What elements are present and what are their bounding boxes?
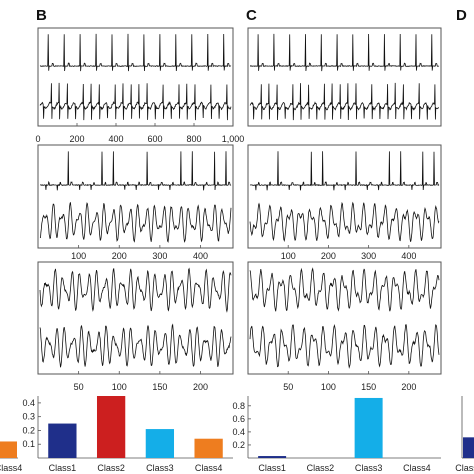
panel-letter-d: D: [456, 7, 467, 24]
bar-class1: [258, 456, 287, 458]
x-tick-label: 100: [112, 382, 127, 392]
panel-a-bars: Class4: [0, 441, 22, 473]
y-tick-label: 0.4: [232, 427, 245, 437]
x-tick-label: 200: [401, 382, 416, 392]
signal-trace-1: [39, 33, 232, 72]
x-tick-label: 800: [186, 134, 201, 144]
x-tick-label: 300: [152, 251, 167, 261]
bar-class4: [0, 441, 17, 458]
bar-class1: [463, 437, 474, 458]
x-tick-label: 0: [35, 134, 40, 144]
plot-frame: [247, 261, 442, 375]
panel-c-row-1: [247, 27, 442, 127]
category-label: Class4: [403, 463, 431, 473]
x-tick-label: 400: [401, 251, 416, 261]
x-tick-label: 150: [361, 382, 376, 392]
bar-class2: [96, 396, 126, 458]
category-label: Class3: [355, 463, 383, 473]
y-tick-label: 0.2: [22, 425, 35, 435]
signal-trace-1: [39, 151, 232, 191]
x-tick-label: 100: [321, 382, 336, 392]
x-tick-label: 150: [152, 382, 167, 392]
y-tick-label: 0.8: [232, 401, 245, 411]
y-tick-label: 0.3: [22, 412, 35, 422]
signal-trace-2: [39, 82, 232, 121]
panel-letter-c: C: [246, 7, 257, 24]
panel-b-row-3: 50 100 150 200: [37, 261, 234, 392]
plot-frame: [37, 27, 234, 127]
bar-class3: [354, 397, 383, 458]
y-tick-label: 0.1: [22, 439, 35, 449]
x-tick-label: 400: [193, 251, 208, 261]
y-tick-label: 0.6: [232, 414, 245, 424]
x-tick-label: 50: [74, 382, 84, 392]
bar-class1: [48, 423, 77, 458]
signal-trace-2: [249, 82, 439, 121]
plot-frame: [37, 261, 234, 375]
panel-b-row-1: 0 200 400 600 800 1,000: [35, 27, 245, 144]
plot-frame: [37, 144, 234, 249]
signal-trace-2: [249, 201, 440, 242]
category-label: Class2: [307, 463, 335, 473]
panel-b-bars: 0.1 0.2 0.3 0.4 Class1 Class2 Class3 Class4: [22, 396, 233, 473]
bar-class3: [145, 429, 175, 458]
x-tick-label: 400: [108, 134, 123, 144]
x-tick-label: 200: [69, 134, 84, 144]
x-tick-label: 100: [71, 251, 86, 261]
signal-trace-1: [249, 151, 440, 191]
y-tick-label: 0.2: [232, 440, 245, 450]
x-tick-label: 200: [321, 251, 336, 261]
category-label: Class4: [0, 463, 22, 473]
signal-trace-1: [250, 33, 440, 72]
plot-frame: [247, 144, 442, 249]
category-label: Class1: [49, 463, 77, 473]
bar-class4: [194, 438, 223, 458]
panel-b-row-2: 100 200 300 400: [37, 144, 234, 261]
category-label: Class1: [455, 463, 474, 473]
y-tick-label: 0.4: [22, 398, 35, 408]
panel-c-row-3: 50 100 150 200: [247, 261, 442, 392]
signal-trace-2: [39, 201, 232, 243]
x-tick-label: 1,000: [222, 134, 245, 144]
x-tick-label: 200: [112, 251, 127, 261]
category-label: Class4: [195, 463, 223, 473]
panel-d-bars: Class1: [455, 396, 474, 473]
panel-c-row-2: 100 200 300 400: [247, 144, 442, 261]
x-tick-label: 100: [281, 251, 296, 261]
chart-marks: 0 200 400 600 800 1,000 100 200 300 400 50 100 150 20…: [0, 27, 474, 473]
plot-frame: [247, 27, 442, 127]
category-label: Class3: [146, 463, 174, 473]
category-label: Class1: [258, 463, 286, 473]
signal-trace-1: [249, 267, 440, 312]
signal-trace-2: [249, 323, 440, 369]
panel-letter-b: B: [36, 7, 47, 24]
signal-trace-2: [39, 323, 232, 368]
panel-c-bars: 0.2 0.4 0.6 0.8 Class1 Class2 Class3 Class4: [232, 396, 441, 473]
x-tick-label: 600: [147, 134, 162, 144]
category-label: Class2: [97, 463, 125, 473]
x-tick-label: 300: [361, 251, 376, 261]
x-tick-label: 50: [283, 382, 293, 392]
signal-trace-1: [39, 267, 232, 313]
x-tick-label: 200: [193, 382, 208, 392]
